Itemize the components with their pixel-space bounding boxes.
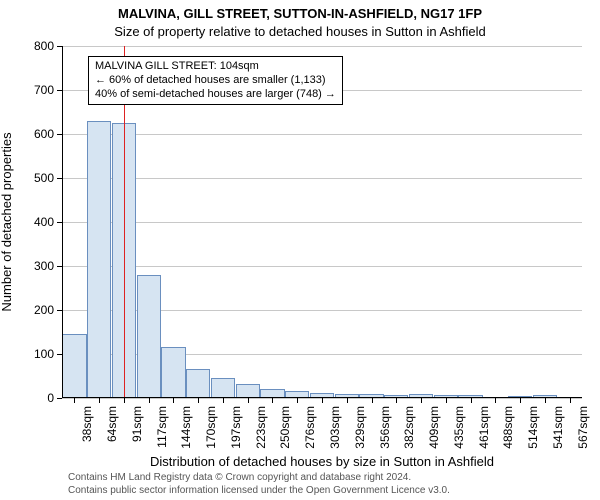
histogram-bar [137,275,161,398]
annotation-line: 40% of semi-detached houses are larger (… [95,88,336,102]
x-tick-label: 303sqm [328,406,342,456]
x-tick-mark [124,398,125,403]
y-tick-mark [57,90,62,91]
x-tick-label: 64sqm [105,406,119,456]
histogram-bar [186,369,210,398]
x-tick-mark [198,398,199,403]
y-tick-mark [57,134,62,135]
histogram-bar [161,347,185,398]
y-axis-line [62,46,63,398]
x-tick-label: 435sqm [452,406,466,456]
y-tick-mark [57,266,62,267]
x-tick-mark [520,398,521,403]
x-tick-label: 223sqm [254,406,268,456]
x-tick-mark [74,398,75,403]
x-tick-label: 382sqm [402,406,416,456]
gridline [62,266,582,267]
gridline [62,46,582,47]
x-tick-mark [223,398,224,403]
x-tick-mark [471,398,472,403]
x-tick-mark [446,398,447,403]
x-tick-mark [297,398,298,403]
y-tick-mark [57,354,62,355]
histogram-bar [62,334,86,398]
y-tick-label: 700 [0,83,54,97]
gridline [62,222,582,223]
gridline [62,134,582,135]
y-tick-label: 800 [0,39,54,53]
histogram-bar [211,378,235,398]
x-tick-label: 488sqm [501,406,515,456]
chart-root: MALVINA, GILL STREET, SUTTON-IN-ASHFIELD… [0,0,600,500]
x-tick-mark [570,398,571,403]
y-tick-label: 300 [0,259,54,273]
x-tick-label: 461sqm [477,406,491,456]
y-tick-mark [57,222,62,223]
chart-title-sub: Size of property relative to detached ho… [0,24,600,39]
x-tick-mark [322,398,323,403]
annotation-line: ← 60% of detached houses are smaller (1,… [95,74,336,88]
x-tick-label: 117sqm [155,406,169,456]
y-tick-mark [57,178,62,179]
x-axis-label: Distribution of detached houses by size … [62,454,582,469]
x-tick-mark [272,398,273,403]
x-tick-mark [421,398,422,403]
y-tick-mark [57,310,62,311]
x-tick-mark [347,398,348,403]
x-tick-mark [372,398,373,403]
x-tick-mark [149,398,150,403]
y-tick-label: 600 [0,127,54,141]
x-tick-mark [545,398,546,403]
x-tick-label: 567sqm [576,406,590,456]
x-tick-mark [99,398,100,403]
y-tick-label: 500 [0,171,54,185]
y-tick-mark [57,46,62,47]
x-tick-label: 329sqm [353,406,367,456]
footer-line-2: Contains public sector information licen… [68,485,450,496]
x-tick-label: 541sqm [551,406,565,456]
footer-line-1: Contains HM Land Registry data © Crown c… [68,472,411,483]
y-tick-label: 200 [0,303,54,317]
x-tick-mark [495,398,496,403]
y-tick-label: 0 [0,391,54,405]
annotation-box: MALVINA GILL STREET: 104sqm← 60% of deta… [88,56,343,105]
x-tick-label: 250sqm [278,406,292,456]
x-tick-label: 276sqm [303,406,317,456]
y-tick-label: 100 [0,347,54,361]
chart-title-main: MALVINA, GILL STREET, SUTTON-IN-ASHFIELD… [0,6,600,21]
x-tick-label: 38sqm [80,406,94,456]
x-tick-label: 356sqm [378,406,392,456]
histogram-bar [87,121,111,398]
x-tick-label: 91sqm [130,406,144,456]
y-tick-label: 400 [0,215,54,229]
x-tick-mark [173,398,174,403]
gridline [62,178,582,179]
x-tick-label: 514sqm [526,406,540,456]
x-tick-mark [396,398,397,403]
x-tick-mark [248,398,249,403]
histogram-bar [236,384,260,398]
x-tick-label: 170sqm [204,406,218,456]
annotation-line: MALVINA GILL STREET: 104sqm [95,60,336,74]
x-tick-label: 409sqm [427,406,441,456]
x-tick-label: 197sqm [229,406,243,456]
y-tick-mark [57,398,62,399]
x-tick-label: 144sqm [179,406,193,456]
